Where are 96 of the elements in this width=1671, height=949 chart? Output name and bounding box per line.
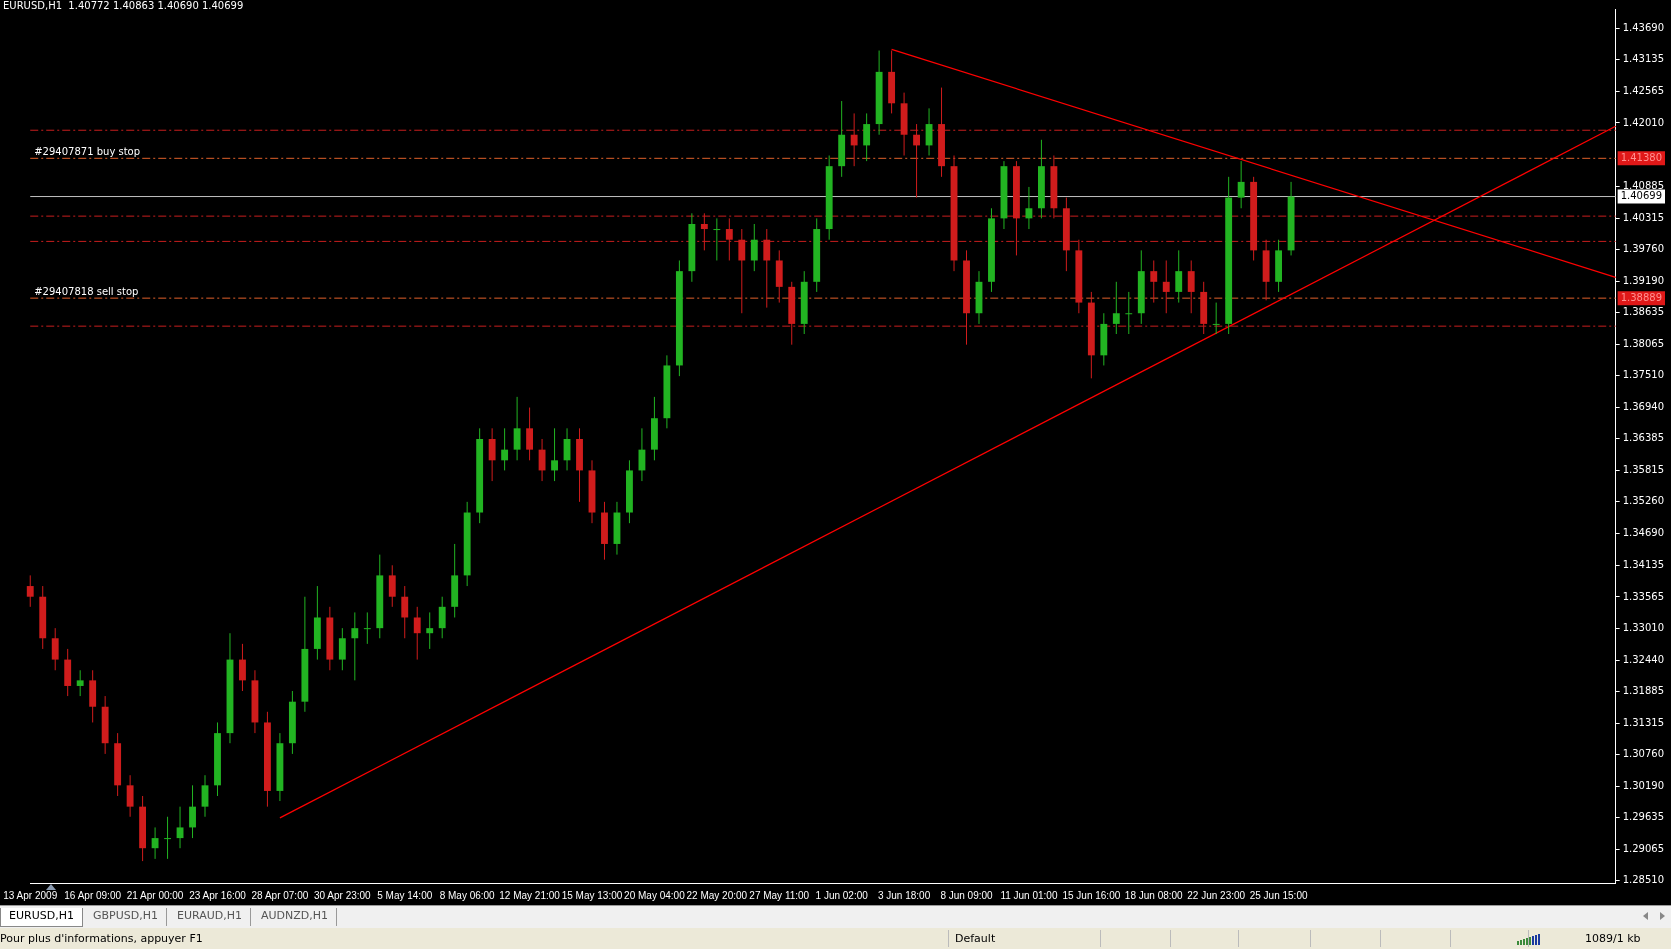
x-tick-label: 8 May 06:00 xyxy=(439,889,496,901)
y-tick-label: 1.37510 xyxy=(1622,369,1665,381)
candlestick xyxy=(863,112,871,162)
candlestick xyxy=(713,217,721,261)
y-tick-label: 1.40885 xyxy=(1622,179,1665,191)
candlestick xyxy=(126,774,134,818)
y-tick-label: 1.43135 xyxy=(1622,53,1665,65)
candlestick xyxy=(1237,160,1245,209)
y-tick-label: 1.36385 xyxy=(1622,432,1665,444)
x-tick-label: 23 Apr 16:00 xyxy=(189,889,247,901)
candlestick xyxy=(1175,249,1183,304)
candlestick xyxy=(1025,186,1033,230)
text: 1.38889 xyxy=(1620,291,1663,303)
x-tick-label: 15 Jun 16:00 xyxy=(1062,889,1121,901)
x-tick-label: 18 Jun 08:00 xyxy=(1124,889,1184,901)
y-tick-label: 1.29635 xyxy=(1622,811,1665,823)
candlestick xyxy=(538,438,546,482)
candlestick xyxy=(1187,259,1195,314)
y-tick-label: 1.36940 xyxy=(1622,401,1665,413)
y-tick-label: 1.33565 xyxy=(1622,590,1665,602)
y-tick-label: 1.35815 xyxy=(1622,464,1665,476)
y-tick-label: 1.30760 xyxy=(1622,748,1665,760)
candlestick xyxy=(76,669,84,697)
y-tick-label: 1.33010 xyxy=(1622,621,1665,633)
candlestick xyxy=(26,574,34,608)
candlestick xyxy=(401,585,409,639)
candlestick xyxy=(438,596,446,639)
ref-line-label: #29407818 sell stop xyxy=(34,285,139,297)
y-tick-label: 1.32440 xyxy=(1622,653,1665,665)
x-tick-label: 21 Apr 00:00 xyxy=(126,889,184,901)
candlestick xyxy=(1125,291,1133,335)
y-tick-label: 1.38635 xyxy=(1622,306,1665,317)
candlestick xyxy=(413,606,421,661)
y-tick-label: 1.29065 xyxy=(1622,843,1665,855)
candlestick xyxy=(363,611,371,645)
y-tick-label: 1.31315 xyxy=(1622,716,1665,728)
text: 1.40699 xyxy=(1620,190,1663,202)
text: 1.41380 xyxy=(1620,151,1663,163)
y-tick-label: 1.30190 xyxy=(1622,780,1665,792)
y-tick-label: 1.31885 xyxy=(1622,684,1665,696)
x-tick-label: 11 Jun 01:00 xyxy=(1000,889,1058,901)
candlestick xyxy=(513,396,521,461)
candlestick xyxy=(750,223,758,272)
text: GBPUSD,H1 xyxy=(85,908,167,926)
y-tick-label: 1.39760 xyxy=(1622,242,1665,254)
candlestick xyxy=(388,564,396,608)
x-tick-label: 12 May 21:00 xyxy=(499,889,561,901)
candlestick xyxy=(351,611,359,681)
x-tick-label: 15 May 13:00 xyxy=(561,889,623,901)
candlestick xyxy=(488,427,496,482)
y-tick-label: 1.38065 xyxy=(1622,337,1665,349)
candlestick xyxy=(526,407,534,461)
candlestick xyxy=(51,627,59,671)
candlestick xyxy=(551,427,558,482)
x-tick-label: 22 May 20:00 xyxy=(686,889,748,901)
x-tick-label: 16 Apr 09:00 xyxy=(64,889,122,901)
x-tick-label: 27 May 11:00 xyxy=(749,889,810,901)
candlestick xyxy=(164,816,171,860)
candlestick xyxy=(1212,302,1220,335)
text: EURAUD,H1 xyxy=(169,908,252,926)
x-tick-label: 1 Jun 02:00 xyxy=(815,889,869,901)
chart-title: EURUSD,H1 1.40772 1.40863 1.40690 1.40699 xyxy=(3,0,244,11)
y-tick-label: 1.43690 xyxy=(1622,22,1665,34)
candlestick xyxy=(1162,259,1170,314)
candlestick xyxy=(1112,281,1120,335)
y-tick-label: 1.42565 xyxy=(1622,85,1665,97)
x-tick-label: 28 Apr 07:00 xyxy=(251,889,309,901)
x-tick-label: 5 May 14:00 xyxy=(377,889,433,901)
text: Pour plus d'informations, appuyer F1 xyxy=(0,932,203,945)
y-tick-label: 1.42010 xyxy=(1622,116,1665,128)
text: AUDNZD,H1 xyxy=(253,908,338,926)
y-tick-label: 1.34690 xyxy=(1622,527,1665,539)
x-tick-label: 20 May 04:00 xyxy=(624,889,686,901)
candlestick xyxy=(426,611,434,650)
y-tick-label: 1.40315 xyxy=(1622,211,1665,223)
x-tick-label: 25 Jun 15:00 xyxy=(1249,889,1308,901)
text: 1089/1 kb xyxy=(1585,932,1641,945)
x-tick-label: 3 Jun 18:00 xyxy=(877,889,931,901)
candlestick xyxy=(501,427,509,471)
candlestick xyxy=(338,627,346,671)
x-tick-label: 13 Apr 2009 xyxy=(3,889,58,901)
candlestick xyxy=(189,784,196,839)
y-tick-label: 1.28510 xyxy=(1622,874,1665,886)
candlestick xyxy=(239,643,246,692)
x-tick-label: 8 Jun 09:00 xyxy=(940,889,994,901)
y-tick-label: 1.39190 xyxy=(1622,274,1665,286)
y-tick-label: 1.35260 xyxy=(1622,495,1665,507)
y-tick-label: 1.34135 xyxy=(1622,558,1665,570)
candlestick xyxy=(201,774,209,818)
candlestick xyxy=(1150,259,1158,304)
candlestick xyxy=(176,806,184,849)
x-tick-label: 30 Apr 23:00 xyxy=(313,889,372,901)
candlestick xyxy=(151,826,159,860)
x-tick-label: 22 Jun 23:00 xyxy=(1187,889,1246,901)
ref-line-label: #29407871 buy stop xyxy=(34,145,141,157)
text: Default xyxy=(955,932,996,945)
